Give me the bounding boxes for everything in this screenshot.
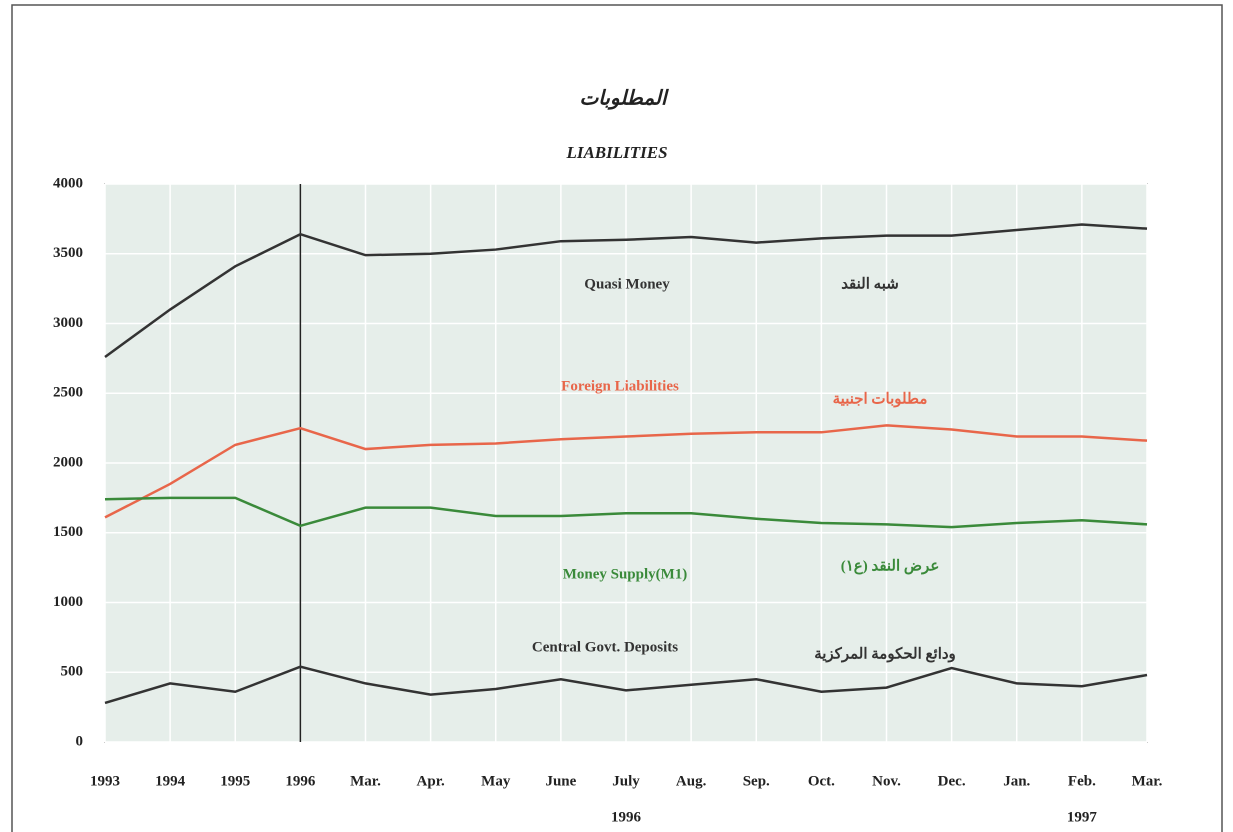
- x-tick-label: Oct.: [808, 773, 835, 789]
- x-tick-label: 1996: [285, 773, 316, 789]
- series-line: [104, 665, 1148, 705]
- y-tick-label: 1000: [53, 594, 83, 610]
- x-tick-label: 1994: [155, 773, 186, 789]
- x-tick-label: June: [545, 773, 576, 789]
- series-line: [104, 424, 1148, 519]
- x-tick-label: Apr.: [417, 773, 445, 789]
- y-tick-label: 0: [76, 733, 84, 749]
- series-line: [104, 223, 1148, 358]
- x-tick-label: Feb.: [1068, 773, 1096, 789]
- x-tick-label: Mar.: [1132, 773, 1163, 789]
- x-tick-label: 1995: [220, 773, 250, 789]
- x-tick-label: Sep.: [743, 773, 770, 789]
- y-tick-label: 3500: [53, 245, 83, 261]
- y-tick-label: 4000: [53, 175, 83, 191]
- y-tick-label: 2000: [53, 454, 83, 470]
- x-tick-label: 1993: [90, 773, 120, 789]
- x-tick-label: May: [481, 773, 511, 789]
- series-label: Quasi Money: [584, 276, 670, 292]
- chart-title: المطلوبات: [579, 88, 669, 111]
- x-tick-label: Dec.: [938, 773, 966, 789]
- period-label: 1997: [1067, 809, 1098, 825]
- y-tick-label: 2500: [53, 385, 83, 401]
- series-label: Money Supply(M1): [563, 566, 688, 582]
- series-label: Foreign Liabilities: [561, 378, 679, 394]
- series-label-ar: عرض النقد (ع١): [841, 558, 940, 574]
- y-tick-label: 500: [61, 664, 84, 680]
- series-label: Central Govt. Deposits: [532, 639, 678, 655]
- series-label-ar: شبه النقد: [841, 276, 899, 292]
- series-label-ar: ودائع الحكومة المركزية: [814, 646, 956, 662]
- x-tick-label: Mar.: [350, 773, 381, 789]
- chart-subtitle: LIABILITIES: [565, 143, 667, 162]
- x-tick-label: Nov.: [872, 773, 901, 789]
- series-line: [104, 496, 1148, 529]
- period-label: 1996: [611, 809, 642, 825]
- x-tick-label: July: [612, 773, 640, 789]
- x-tick-label: Aug.: [676, 773, 707, 789]
- y-tick-label: 3000: [53, 315, 83, 331]
- y-tick-label: 1500: [53, 524, 83, 540]
- series-label-ar: مطلوبات اجنبية: [833, 391, 928, 407]
- x-tick-label: Jan.: [1003, 773, 1030, 789]
